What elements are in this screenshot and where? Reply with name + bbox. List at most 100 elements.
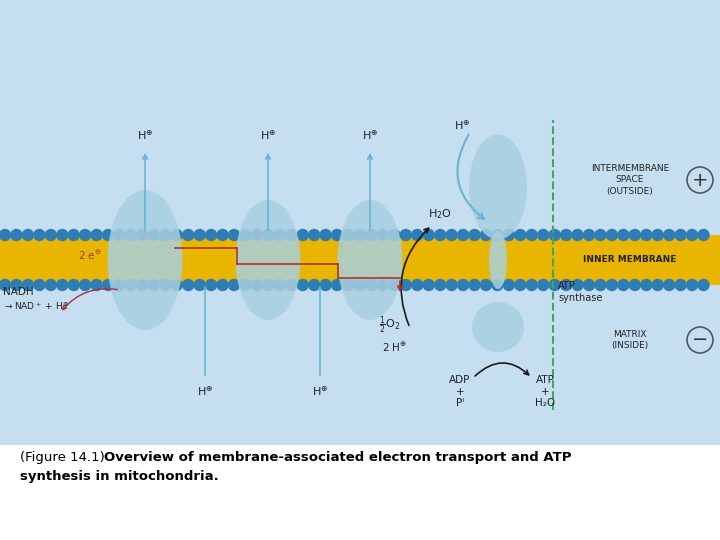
- Circle shape: [606, 230, 618, 240]
- Circle shape: [549, 230, 560, 240]
- Text: 2 H$^{\oplus}$: 2 H$^{\oplus}$: [382, 340, 408, 354]
- Circle shape: [492, 280, 503, 291]
- Circle shape: [206, 280, 217, 291]
- Circle shape: [572, 280, 583, 291]
- Circle shape: [698, 280, 709, 291]
- Circle shape: [675, 230, 686, 240]
- Circle shape: [641, 230, 652, 240]
- Ellipse shape: [472, 302, 524, 352]
- Circle shape: [503, 280, 514, 291]
- Text: INNER MEMBRANE: INNER MEMBRANE: [583, 255, 677, 265]
- Text: (Figure 14.1): (Figure 14.1): [20, 451, 109, 464]
- Ellipse shape: [469, 134, 527, 240]
- Circle shape: [641, 280, 652, 291]
- Circle shape: [561, 280, 572, 291]
- Circle shape: [687, 280, 698, 291]
- Circle shape: [377, 280, 388, 291]
- Circle shape: [412, 230, 423, 240]
- Circle shape: [194, 280, 205, 291]
- Circle shape: [652, 230, 663, 240]
- Circle shape: [458, 280, 469, 291]
- Text: H$^{\oplus}$: H$^{\oplus}$: [137, 129, 153, 142]
- Circle shape: [0, 280, 11, 291]
- Circle shape: [286, 230, 297, 240]
- Circle shape: [137, 230, 148, 240]
- Text: H$^{\oplus}$: H$^{\oplus}$: [454, 118, 470, 132]
- Circle shape: [183, 280, 194, 291]
- Circle shape: [675, 280, 686, 291]
- Circle shape: [125, 280, 137, 291]
- Circle shape: [251, 230, 262, 240]
- Text: Overview of membrane-associated electron transport and ATP: Overview of membrane-associated electron…: [104, 451, 571, 464]
- Circle shape: [526, 230, 537, 240]
- Circle shape: [469, 230, 480, 240]
- Circle shape: [423, 230, 434, 240]
- Circle shape: [34, 230, 45, 240]
- Circle shape: [148, 230, 159, 240]
- Text: 2 e$^{\ominus}$: 2 e$^{\ominus}$: [78, 248, 102, 261]
- Circle shape: [91, 230, 102, 240]
- Circle shape: [11, 280, 22, 291]
- Circle shape: [183, 230, 194, 240]
- Circle shape: [583, 280, 595, 291]
- Circle shape: [11, 230, 22, 240]
- Circle shape: [171, 280, 182, 291]
- Circle shape: [137, 280, 148, 291]
- Circle shape: [297, 230, 308, 240]
- Circle shape: [629, 230, 640, 240]
- Circle shape: [389, 280, 400, 291]
- Circle shape: [354, 230, 366, 240]
- Circle shape: [102, 280, 114, 291]
- Text: ATP
synthase: ATP synthase: [558, 281, 603, 303]
- Circle shape: [68, 230, 79, 240]
- Circle shape: [263, 230, 274, 240]
- Circle shape: [469, 280, 480, 291]
- Text: H$^{\oplus}$: H$^{\oplus}$: [362, 129, 378, 142]
- Circle shape: [286, 280, 297, 291]
- Text: H$^{\oplus}$: H$^{\oplus}$: [197, 385, 213, 399]
- Ellipse shape: [107, 190, 182, 330]
- Circle shape: [652, 280, 663, 291]
- Circle shape: [492, 230, 503, 240]
- Circle shape: [274, 230, 285, 240]
- Circle shape: [320, 230, 331, 240]
- Circle shape: [57, 280, 68, 291]
- Circle shape: [251, 280, 262, 291]
- Circle shape: [22, 280, 33, 291]
- Circle shape: [91, 280, 102, 291]
- Text: $\frac{1}{2}$O$_2$: $\frac{1}{2}$O$_2$: [379, 314, 400, 336]
- Circle shape: [366, 230, 377, 240]
- Text: synthesis in mitochondria.: synthesis in mitochondria.: [20, 470, 219, 483]
- Circle shape: [561, 230, 572, 240]
- Ellipse shape: [235, 200, 300, 320]
- Circle shape: [583, 230, 595, 240]
- Circle shape: [480, 280, 492, 291]
- Circle shape: [160, 230, 171, 240]
- Circle shape: [549, 280, 560, 291]
- Circle shape: [228, 230, 240, 240]
- Circle shape: [687, 230, 698, 240]
- Circle shape: [423, 280, 434, 291]
- Circle shape: [389, 230, 400, 240]
- Circle shape: [458, 230, 469, 240]
- Circle shape: [309, 280, 320, 291]
- Circle shape: [22, 230, 33, 240]
- Circle shape: [343, 280, 354, 291]
- Circle shape: [538, 280, 549, 291]
- Circle shape: [217, 230, 228, 240]
- Circle shape: [618, 230, 629, 240]
- Circle shape: [435, 230, 446, 240]
- Circle shape: [217, 280, 228, 291]
- Circle shape: [114, 280, 125, 291]
- Circle shape: [698, 230, 709, 240]
- Bar: [0, 0, 720, 445]
- Circle shape: [263, 280, 274, 291]
- Circle shape: [664, 230, 675, 240]
- Circle shape: [606, 280, 618, 291]
- Circle shape: [332, 230, 343, 240]
- Circle shape: [114, 230, 125, 240]
- Circle shape: [480, 230, 492, 240]
- Circle shape: [228, 280, 240, 291]
- Circle shape: [515, 280, 526, 291]
- Ellipse shape: [489, 231, 507, 289]
